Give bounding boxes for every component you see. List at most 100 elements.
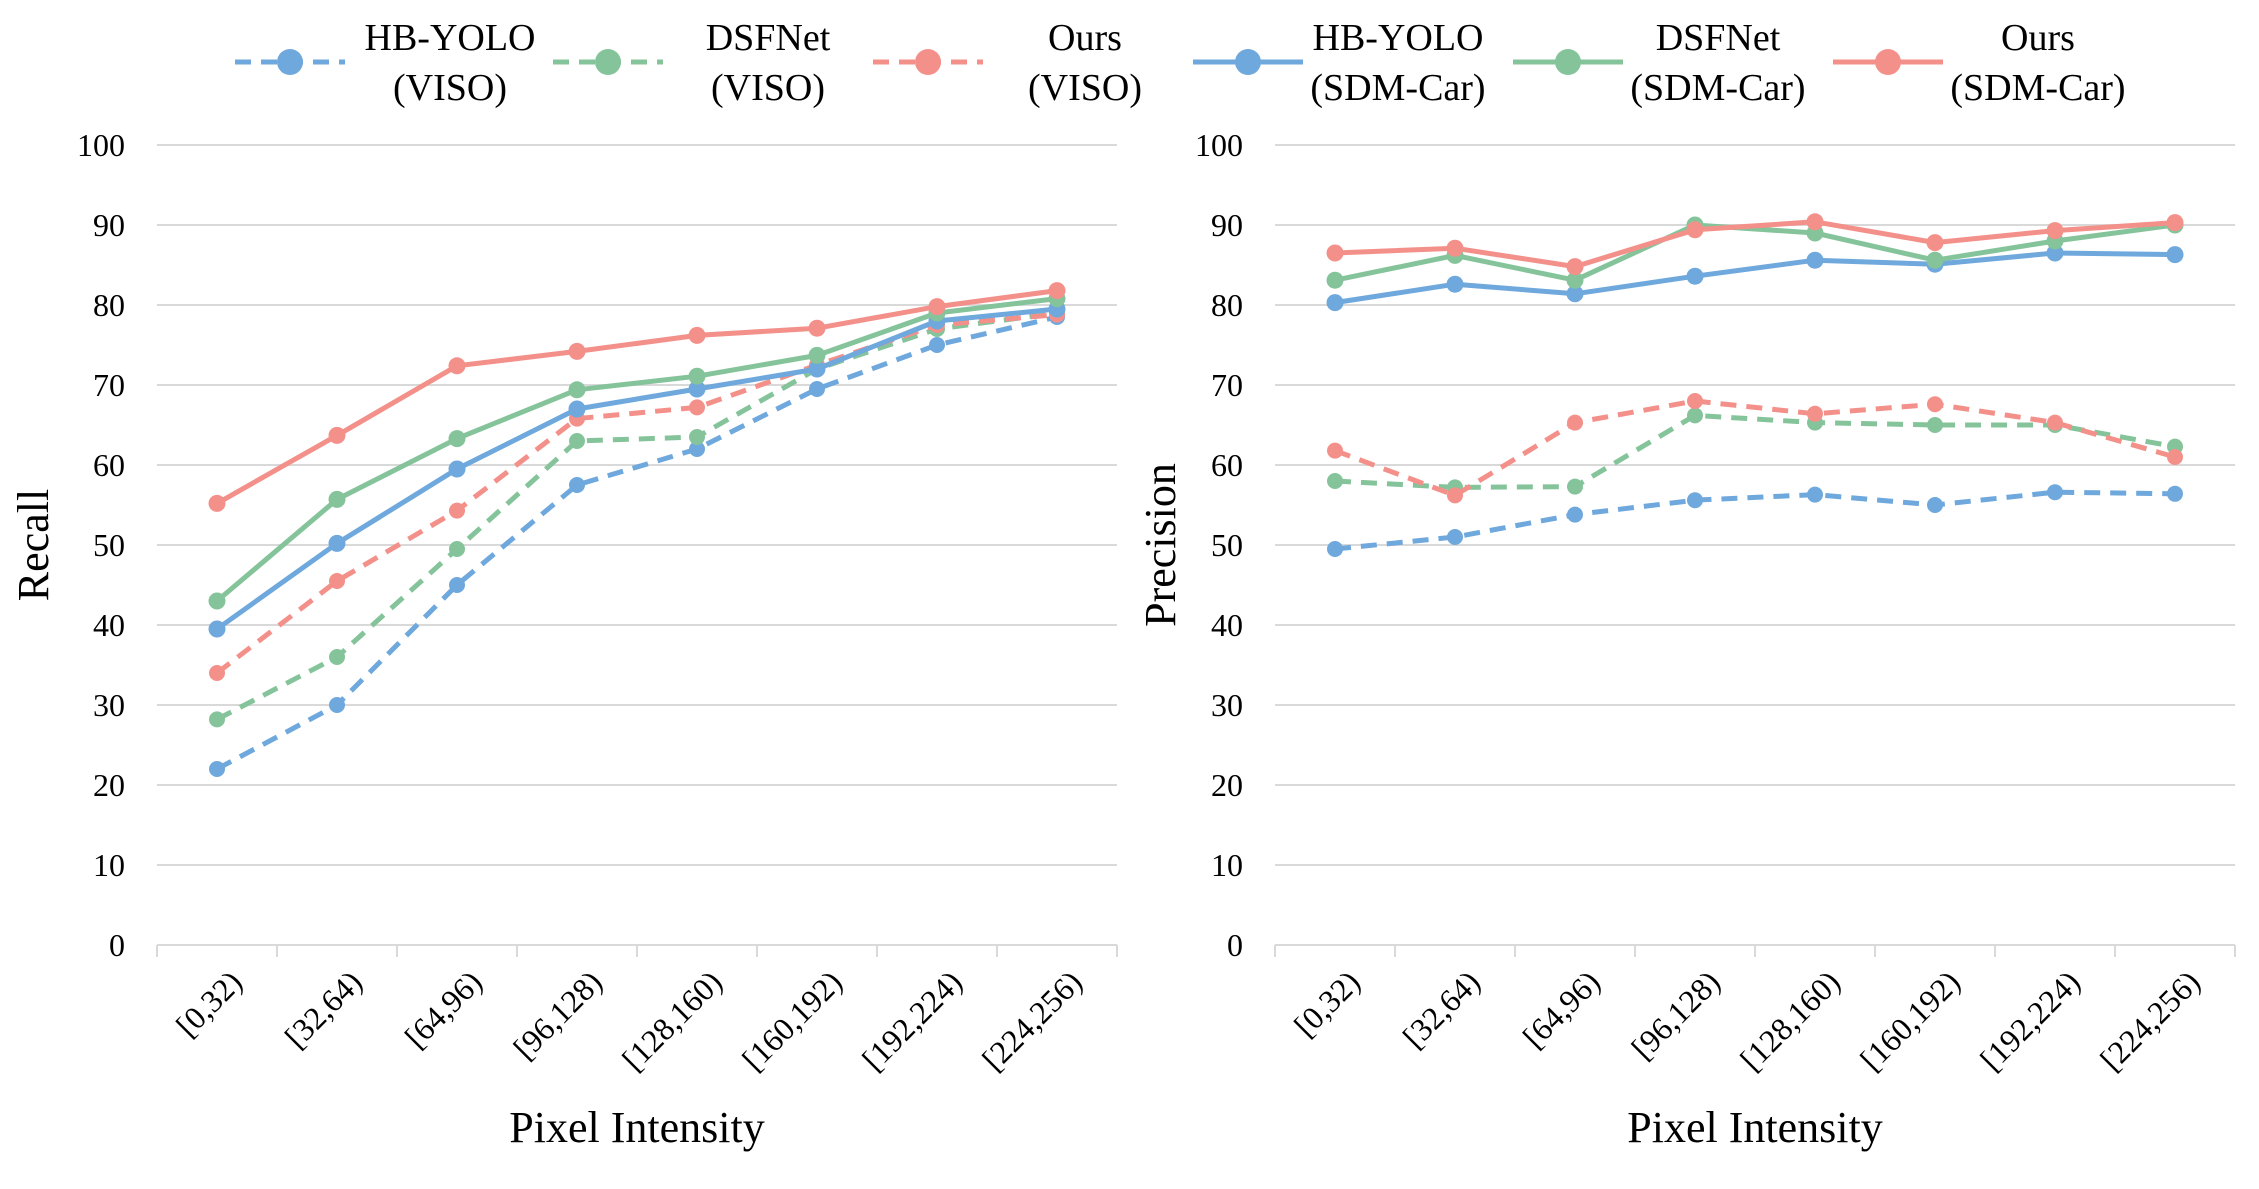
series-hb-yolo-sdm-car [1326,244,2184,312]
data-point [1687,492,1703,509]
y-tick-label: 70 [1211,367,1243,403]
data-point [569,477,585,493]
x-axis-title: Pixel Intensity [509,1103,764,1152]
data-point [1927,497,1943,513]
data-point [1806,213,1824,231]
series-line [1334,250,2176,306]
y-tick-label: 20 [93,767,125,803]
y-tick-label: 70 [93,367,125,403]
x-tick-label: [0,32) [1287,963,1367,1043]
data-point [929,337,945,353]
legend-label-line1: DSFNet [1656,17,1781,59]
series-line [1334,412,2176,490]
data-point [208,592,226,610]
legend-label-line1: Ours [2001,17,2075,59]
data-point [448,430,466,448]
data-point [328,534,346,552]
legend-label-line1: DSFNet [706,17,831,59]
legend-entry-dsfnet-viso: DSFNet (VISO) [553,17,831,109]
legend-label-line1: HB-YOLO [365,17,536,59]
x-tick-label: [192,224) [855,963,969,1077]
legend-entry-dsfnet-sdm-car: DSFNet (SDM-Car) [1513,17,1806,109]
data-point [1327,473,1343,489]
legend-marker [277,49,303,75]
data-point [2046,222,2064,240]
data-point [688,367,706,385]
data-point [809,381,825,397]
legend-entry-ours-sdm-car: Ours (SDM-Car) [1833,17,2126,109]
y-tick-label: 0 [1227,927,1243,963]
data-point [1566,285,1584,303]
data-point [1807,486,1823,503]
y-tick-label: 60 [93,447,125,483]
legend-label-line2: (VISO) [1028,67,1142,109]
data-point [1326,271,1344,289]
data-point [1566,271,1584,289]
data-point [208,494,226,512]
data-point [1447,487,1463,504]
y-tick-label: 40 [1211,607,1243,643]
data-point [1446,275,1464,293]
legend-label-line2: (VISO) [393,67,507,109]
y-tick-label: 0 [109,927,125,963]
data-point [568,400,586,418]
legend-marker [595,49,621,75]
data-point [2167,449,2183,465]
legend-label-line2: (SDM-Car) [1630,67,1805,109]
y-tick-label: 80 [93,287,125,323]
x-tick-label: [96,128) [506,963,609,1066]
data-point [1048,282,1066,300]
data-point [1326,294,1344,312]
data-point [1686,221,1704,239]
y-axis-title: Recall [9,489,58,601]
data-point [449,541,465,557]
data-point [688,326,706,344]
series-line [215,310,1058,722]
data-point [1807,405,1823,422]
data-point [688,380,706,398]
data-point [569,433,585,449]
legend-marker [915,49,941,75]
x-tick-label: [64,96) [1515,963,1606,1054]
y-tick-label: 100 [1195,127,1243,163]
data-point [208,620,226,638]
data-point [448,357,466,375]
series-line [1334,489,2176,552]
series-line [215,306,1058,632]
series-line [215,314,1058,772]
y-axis-ticks: 0 10 20 30 40 50 60 70 80 90 100 [1195,127,1243,963]
legend-label-line2: (SDM-Car) [1950,67,2125,109]
y-axis-ticks: 0 10 20 30 40 50 60 70 80 90 100 [77,127,125,963]
data-point [689,399,705,416]
data-point [1446,239,1464,257]
data-point [689,441,705,457]
legend-label-line1: HB-YOLO [1313,17,1484,59]
data-point [328,426,346,444]
legend-entry-ours-viso: Ours (VISO) [873,17,1142,109]
data-point [328,490,346,508]
data-point [1566,258,1584,276]
y-axis-title: Precision [1136,463,1185,627]
x-tick-label: [32,64) [1395,963,1486,1054]
recall-chart: 0 10 20 30 40 50 60 70 80 90 100 [0,32) [32,64) [64,9… [9,127,1118,1152]
x-tick-label: [96,128) [1624,963,1727,1066]
y-tick-label: 60 [1211,447,1243,483]
x-axis-ticks: [0,32) [32,64) [64,96) [96,128) [128,160) [16… [1274,945,2236,1078]
series-ours-viso [1327,393,2183,504]
y-tick-label: 80 [1211,287,1243,323]
data-point [449,577,465,593]
x-tick-label: [160,192) [1853,963,1967,1077]
x-tick-label: [32,64) [277,963,368,1054]
data-point [1806,251,1824,269]
legend-entry-hb-yolo-viso: HB-YOLO (VISO) [235,17,535,109]
data-point [2166,246,2184,264]
data-point [1686,267,1704,285]
y-tick-label: 50 [93,527,125,563]
x-tick-label: [224,256) [975,963,1089,1077]
y-tick-label: 30 [1211,687,1243,723]
data-point [928,298,946,316]
series-ours-sdm-car [208,282,1066,512]
data-point [2167,485,2183,502]
